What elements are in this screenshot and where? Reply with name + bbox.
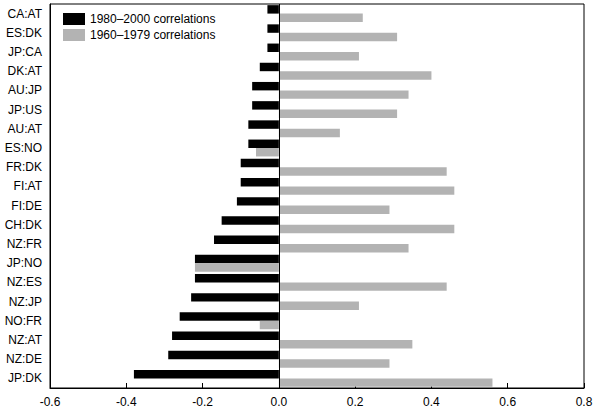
svg-text:CH:DK: CH:DK [5,218,42,232]
svg-text:0.4: 0.4 [423,395,440,409]
svg-text:CA:AT: CA:AT [8,7,43,21]
svg-text:AU:AT: AU:AT [8,122,43,136]
svg-text:AU:JP: AU:JP [8,83,42,97]
svg-text:-0.6: -0.6 [40,395,61,409]
svg-text:0.2: 0.2 [347,395,364,409]
svg-text:JP:CA: JP:CA [8,45,42,59]
svg-text:NZ:FR: NZ:FR [7,237,43,251]
svg-text:1980–2000 correlations: 1980–2000 correlations [90,12,215,26]
svg-text:NZ:ES: NZ:ES [7,275,42,289]
svg-text:DK:AT: DK:AT [8,64,43,78]
svg-text:NO:FR: NO:FR [5,314,43,328]
svg-text:NZ:AT: NZ:AT [8,333,42,347]
svg-text:FI:DE: FI:DE [11,199,42,213]
svg-text:JP:NO: JP:NO [7,256,42,270]
svg-text:FR:DK: FR:DK [6,160,42,174]
svg-text:JP:US: JP:US [8,103,42,117]
svg-text:0.0: 0.0 [271,395,288,409]
svg-text:-0.2: -0.2 [192,395,213,409]
svg-text:NZ:DE: NZ:DE [6,352,42,366]
svg-text:JP:DK: JP:DK [8,371,42,385]
svg-text:0.6: 0.6 [499,395,516,409]
svg-text:0.8: 0.8 [576,395,593,409]
svg-text:1960–1979 correlations: 1960–1979 correlations [90,28,215,42]
svg-text:FI:AT: FI:AT [14,179,43,193]
svg-text:-0.4: -0.4 [116,395,137,409]
svg-text:ES:DK: ES:DK [6,26,42,40]
svg-text:ES:NO: ES:NO [5,141,42,155]
svg-text:NZ:JP: NZ:JP [9,295,42,309]
